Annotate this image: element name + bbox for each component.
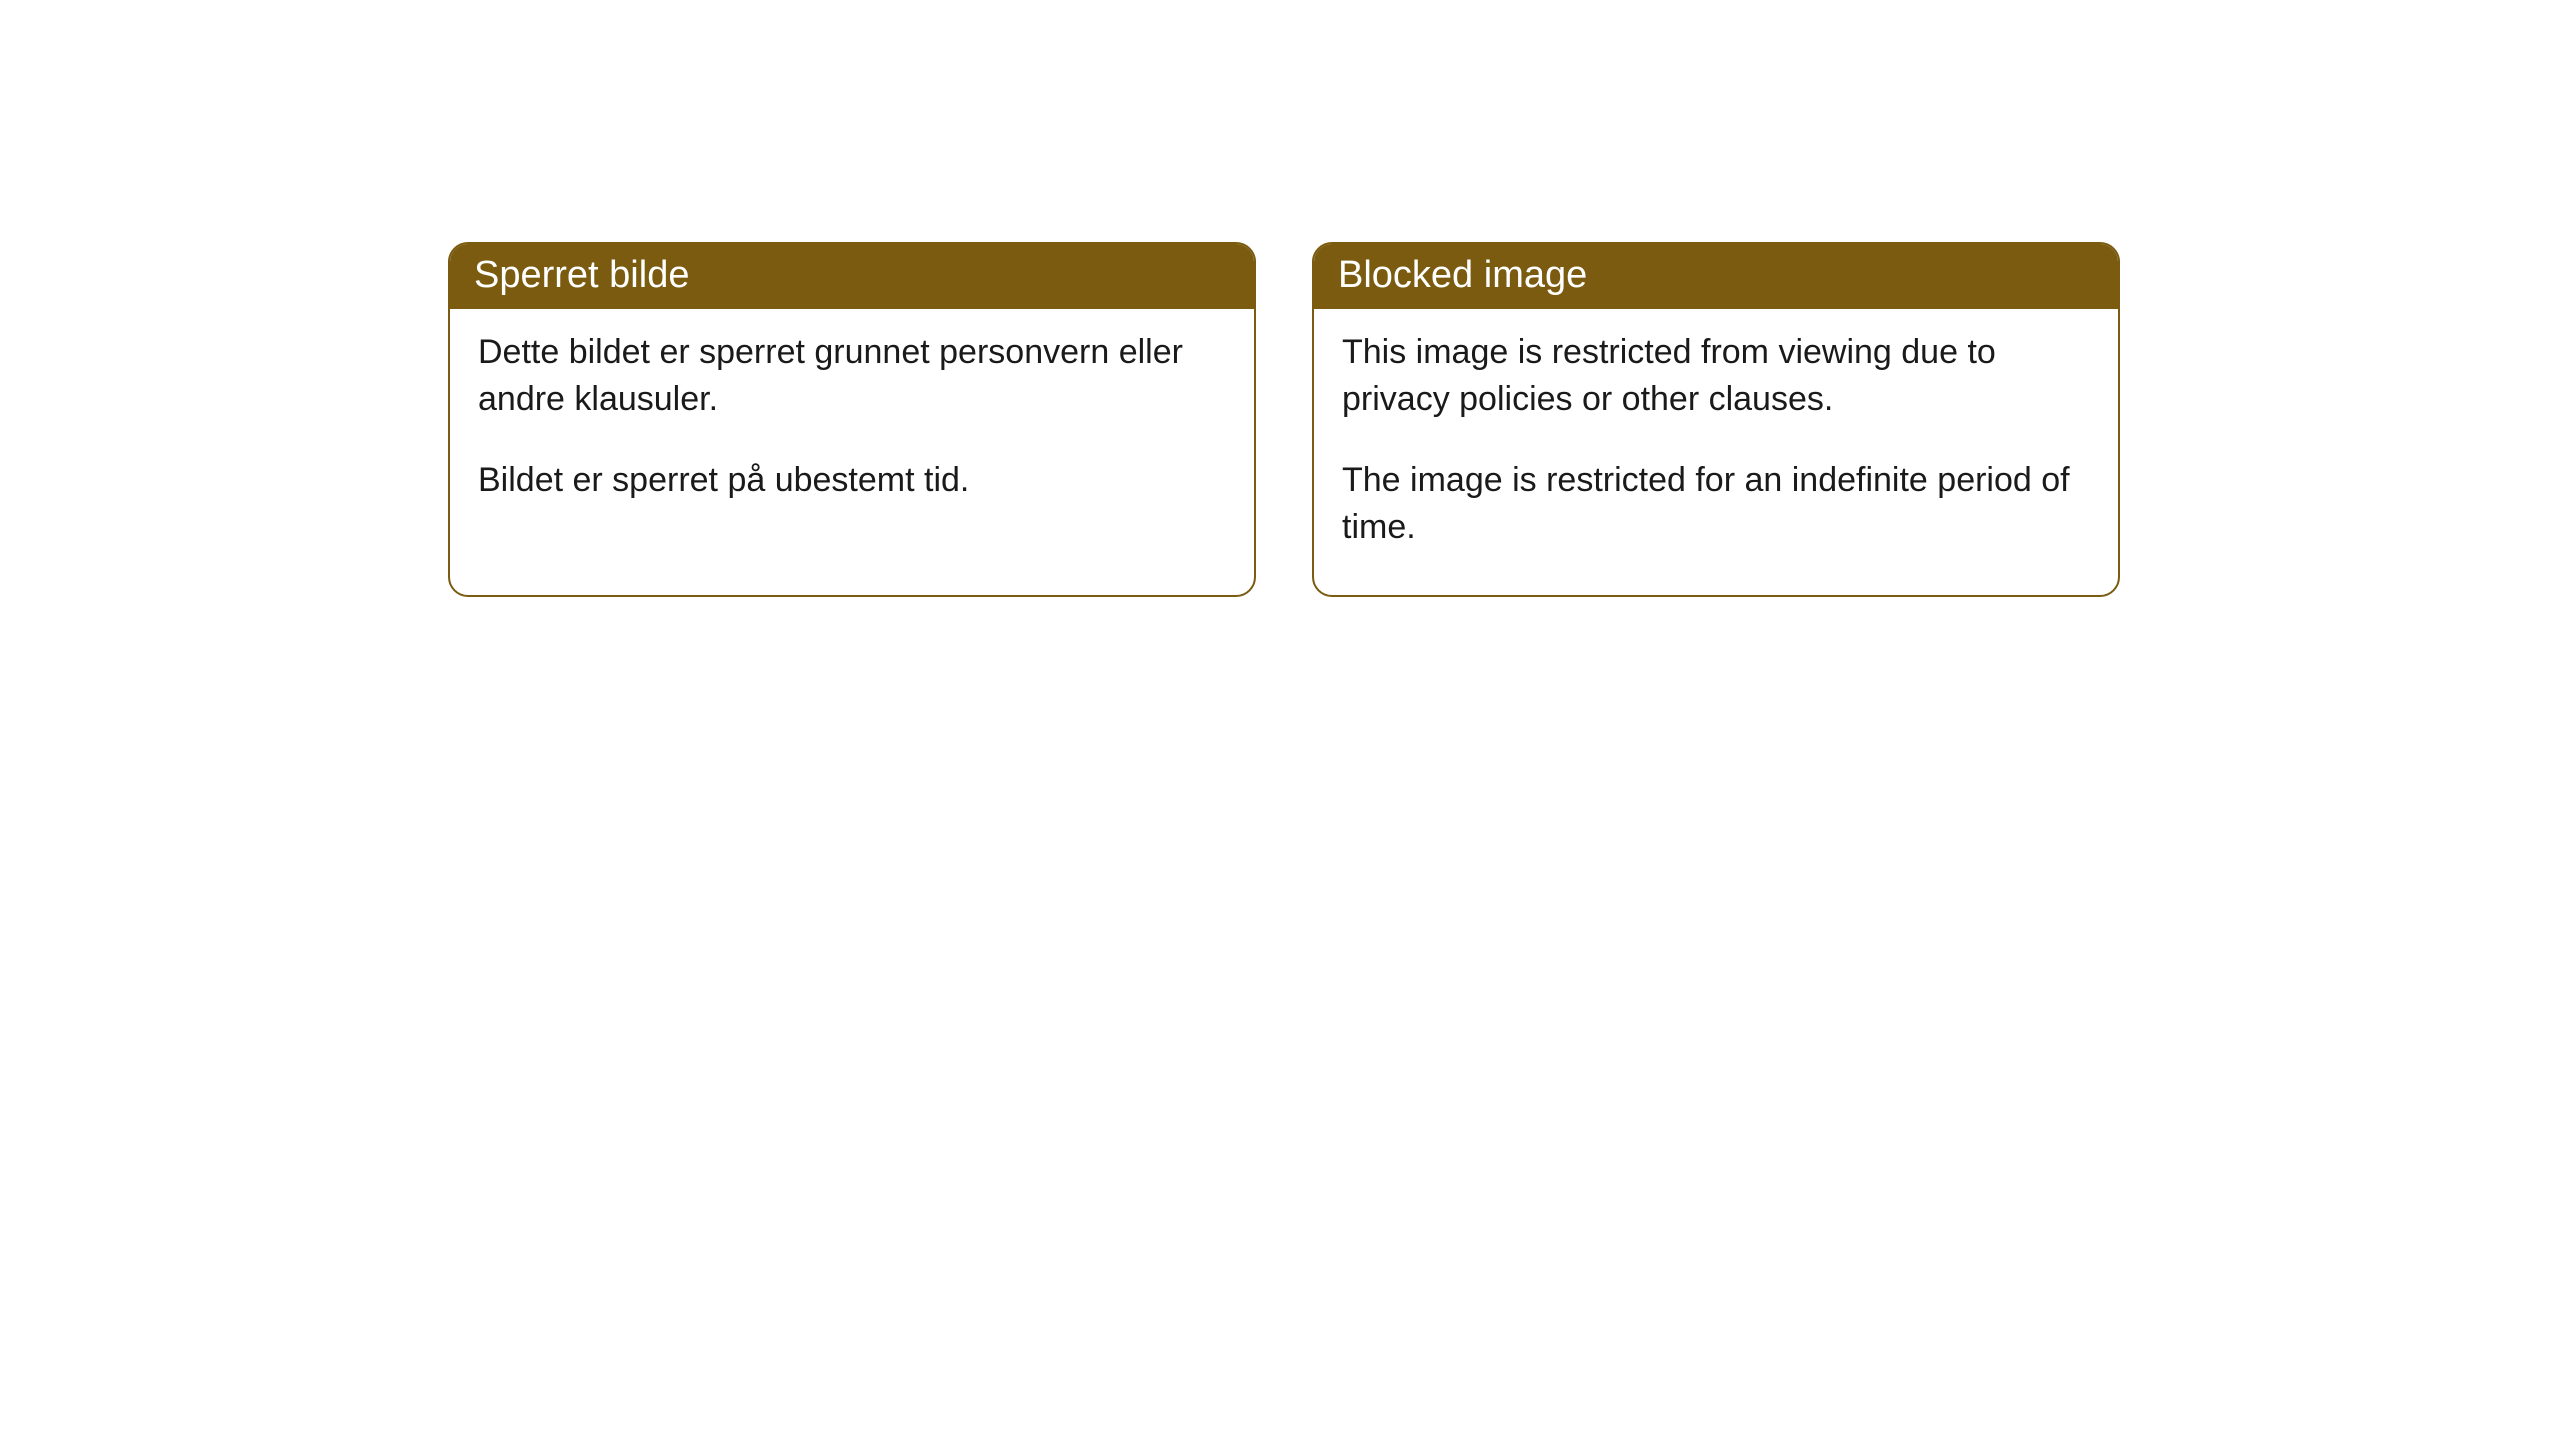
notice-header: Blocked image xyxy=(1314,244,2118,309)
notice-paragraph-2: The image is restricted for an indefinit… xyxy=(1342,457,2090,551)
notice-container: Sperret bilde Dette bildet er sperret gr… xyxy=(448,242,2560,597)
notice-paragraph-2: Bildet er sperret på ubestemt tid. xyxy=(478,457,1226,504)
notice-body: This image is restricted from viewing du… xyxy=(1314,309,2118,595)
notice-body: Dette bildet er sperret grunnet personve… xyxy=(450,309,1254,548)
notice-paragraph-1: Dette bildet er sperret grunnet personve… xyxy=(478,329,1226,423)
notice-card-norwegian: Sperret bilde Dette bildet er sperret gr… xyxy=(448,242,1256,597)
notice-header: Sperret bilde xyxy=(450,244,1254,309)
notice-paragraph-1: This image is restricted from viewing du… xyxy=(1342,329,2090,423)
notice-card-english: Blocked image This image is restricted f… xyxy=(1312,242,2120,597)
